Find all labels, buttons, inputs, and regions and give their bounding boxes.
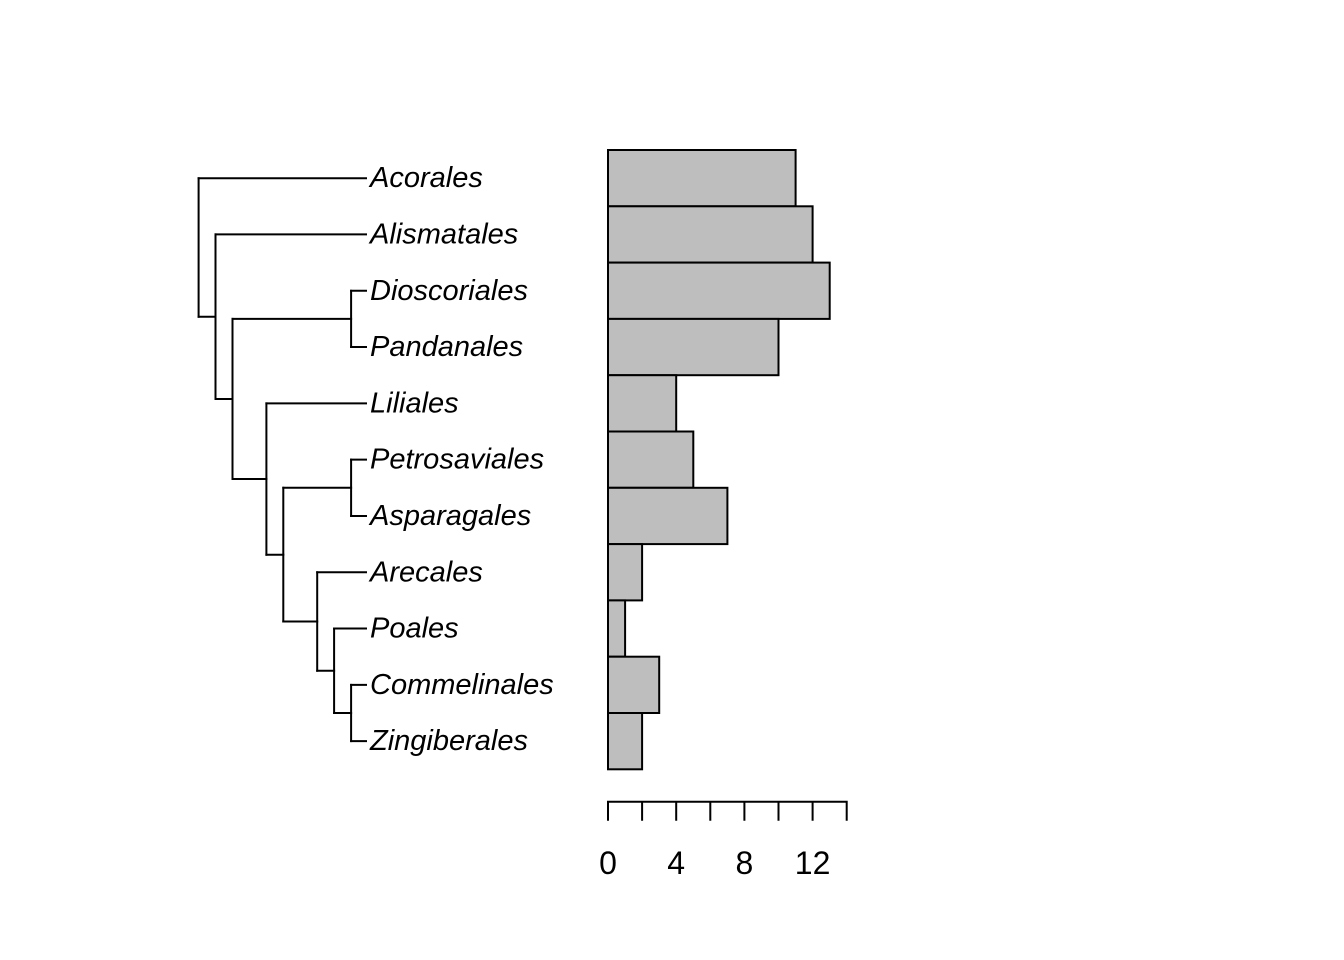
bar-liliales (607, 374, 678, 433)
bar-series (607, 149, 831, 771)
bar-zingiberales (607, 712, 644, 771)
x-axis-tick-label-12: 12 (795, 845, 831, 881)
x-axis-line (607, 800, 848, 821)
x-axis-tick-label-4: 4 (667, 845, 685, 881)
tip-label-liliales: Liliales (370, 387, 459, 419)
tip-label-poales: Poales (370, 613, 459, 645)
tip-label-commelinales: Commelinales (370, 669, 554, 701)
tip-label-pandanales: Pandanales (370, 331, 523, 363)
bar-alismatales (607, 205, 814, 264)
tip-label-zingiberales: Zingiberales (369, 725, 528, 757)
bar-asparagales (607, 486, 729, 546)
phylo-tree (197, 177, 367, 743)
tip-label-alismatales: Alismatales (368, 218, 518, 250)
x-axis-tick-label-8: 8 (736, 845, 754, 881)
bar-poales (607, 599, 627, 658)
tip-label-acorales: Acorales (368, 162, 483, 194)
x-axis: 0 4 8 12 (599, 800, 848, 881)
bar-petrosaviales (607, 430, 695, 489)
tip-label-asparagales: Asparagales (368, 500, 531, 532)
tip-label-petrosaviales: Petrosaviales (370, 444, 544, 476)
tip-label-dioscoriales: Dioscoriales (370, 275, 528, 307)
tip-label-arecales: Arecales (368, 556, 483, 588)
x-axis-tick-label-0: 0 (599, 845, 617, 881)
bar-dioscoriales (607, 261, 831, 320)
bar-commelinales (607, 655, 661, 715)
tip-labels: Acorales Alismatales Dioscoriales Pandanale… (368, 162, 554, 757)
bar-arecales (607, 543, 644, 602)
bar-acorales (607, 149, 797, 208)
bar-pandanales (607, 317, 780, 377)
